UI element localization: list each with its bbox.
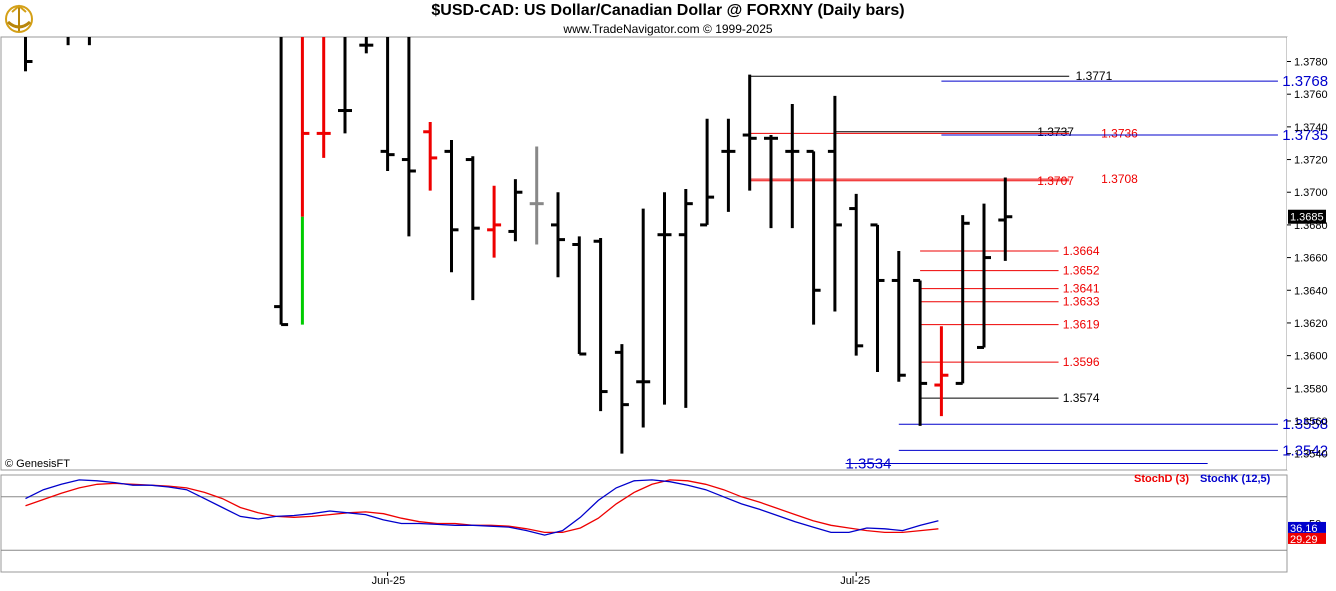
level-label: 1.3708 xyxy=(1101,172,1138,186)
level-label: 1.3768 xyxy=(1282,73,1328,90)
x-tick-label: Jul-25 xyxy=(840,575,870,587)
y-tick-label: 1.3540 xyxy=(1294,449,1328,461)
price-axis-band xyxy=(1287,37,1336,470)
level-label: 1.3633 xyxy=(1063,295,1100,309)
level-label: 1.3534 xyxy=(846,455,892,472)
stoch-line xyxy=(25,479,939,536)
y-tick-label: 1.3720 xyxy=(1294,155,1328,167)
level-label: 1.3641 xyxy=(1063,282,1100,296)
level-label: 1.3707 xyxy=(1037,174,1074,188)
level-label: 1.3619 xyxy=(1063,318,1100,332)
y-tick-label: 1.3560 xyxy=(1294,416,1328,428)
level-label: 1.3542 xyxy=(1282,442,1328,459)
price-levels: 1.3771 1.3768 1.3737 1.3736 1.3735 1.3707 1.37… xyxy=(749,69,1328,472)
stochd-last-marker xyxy=(1288,532,1326,544)
chart-frame: © GenesisFT xyxy=(0,36,1336,573)
y-tick-label: 1.3640 xyxy=(1294,285,1328,297)
legend-stochk: StochK (12,5) xyxy=(1200,473,1271,485)
stoch-panel-frame xyxy=(0,474,1288,573)
level-label: 1.3771 xyxy=(1076,69,1113,83)
legend-stochd: StochD (3) xyxy=(1134,473,1189,485)
y-tick-label: 1.3700 xyxy=(1294,187,1328,199)
y-tick-label: 1.3780 xyxy=(1294,57,1328,69)
level-label: 1.3652 xyxy=(1063,264,1100,278)
date-axis: Jun-25 Jul-25 xyxy=(372,572,870,587)
price-axis: 1.3540 1.3560 1.3580 1.3600 1.3620 1.3640 1.36… xyxy=(1287,57,1328,461)
level-label: 1.3596 xyxy=(1063,355,1100,369)
level-label: 1.3558 xyxy=(1282,416,1328,433)
level-label: 1.3574 xyxy=(1063,391,1100,405)
y-tick-label: 1.3600 xyxy=(1294,351,1328,363)
level-label: 1.3736 xyxy=(1101,126,1138,140)
price-bars xyxy=(24,37,1013,454)
y-tick-label: 1.3580 xyxy=(1294,383,1328,395)
stochk-last-label: 36.16 xyxy=(1290,523,1318,535)
y-tick-label: 1.3740 xyxy=(1294,122,1328,134)
stochk-last-marker xyxy=(1288,521,1326,533)
stoch-line xyxy=(25,479,939,534)
stochd-last-label: 29.29 xyxy=(1290,534,1318,546)
level-label: 1.3737 xyxy=(1037,125,1074,139)
last-price-label: 1.3685 xyxy=(1290,212,1324,224)
y-tick-label: 1.3760 xyxy=(1294,89,1328,101)
y-tick-label: 1.3620 xyxy=(1294,318,1328,330)
last-price-marker xyxy=(1288,209,1326,224)
level-label: 1.3735 xyxy=(1282,127,1328,144)
chart-subtitle: www.TradeNavigator.com © 1999-2025 xyxy=(563,22,773,36)
chart-title: $USD-CAD: US Dollar/Canadian Dollar @ FO… xyxy=(431,2,905,19)
level-label: 1.3664 xyxy=(1063,244,1100,258)
x-tick-label: Jun-25 xyxy=(372,575,406,587)
watermark: © GenesisFT xyxy=(5,458,70,470)
y-tick-label: 1.3660 xyxy=(1294,253,1328,265)
trade-navigator-logo-icon xyxy=(2,2,36,41)
